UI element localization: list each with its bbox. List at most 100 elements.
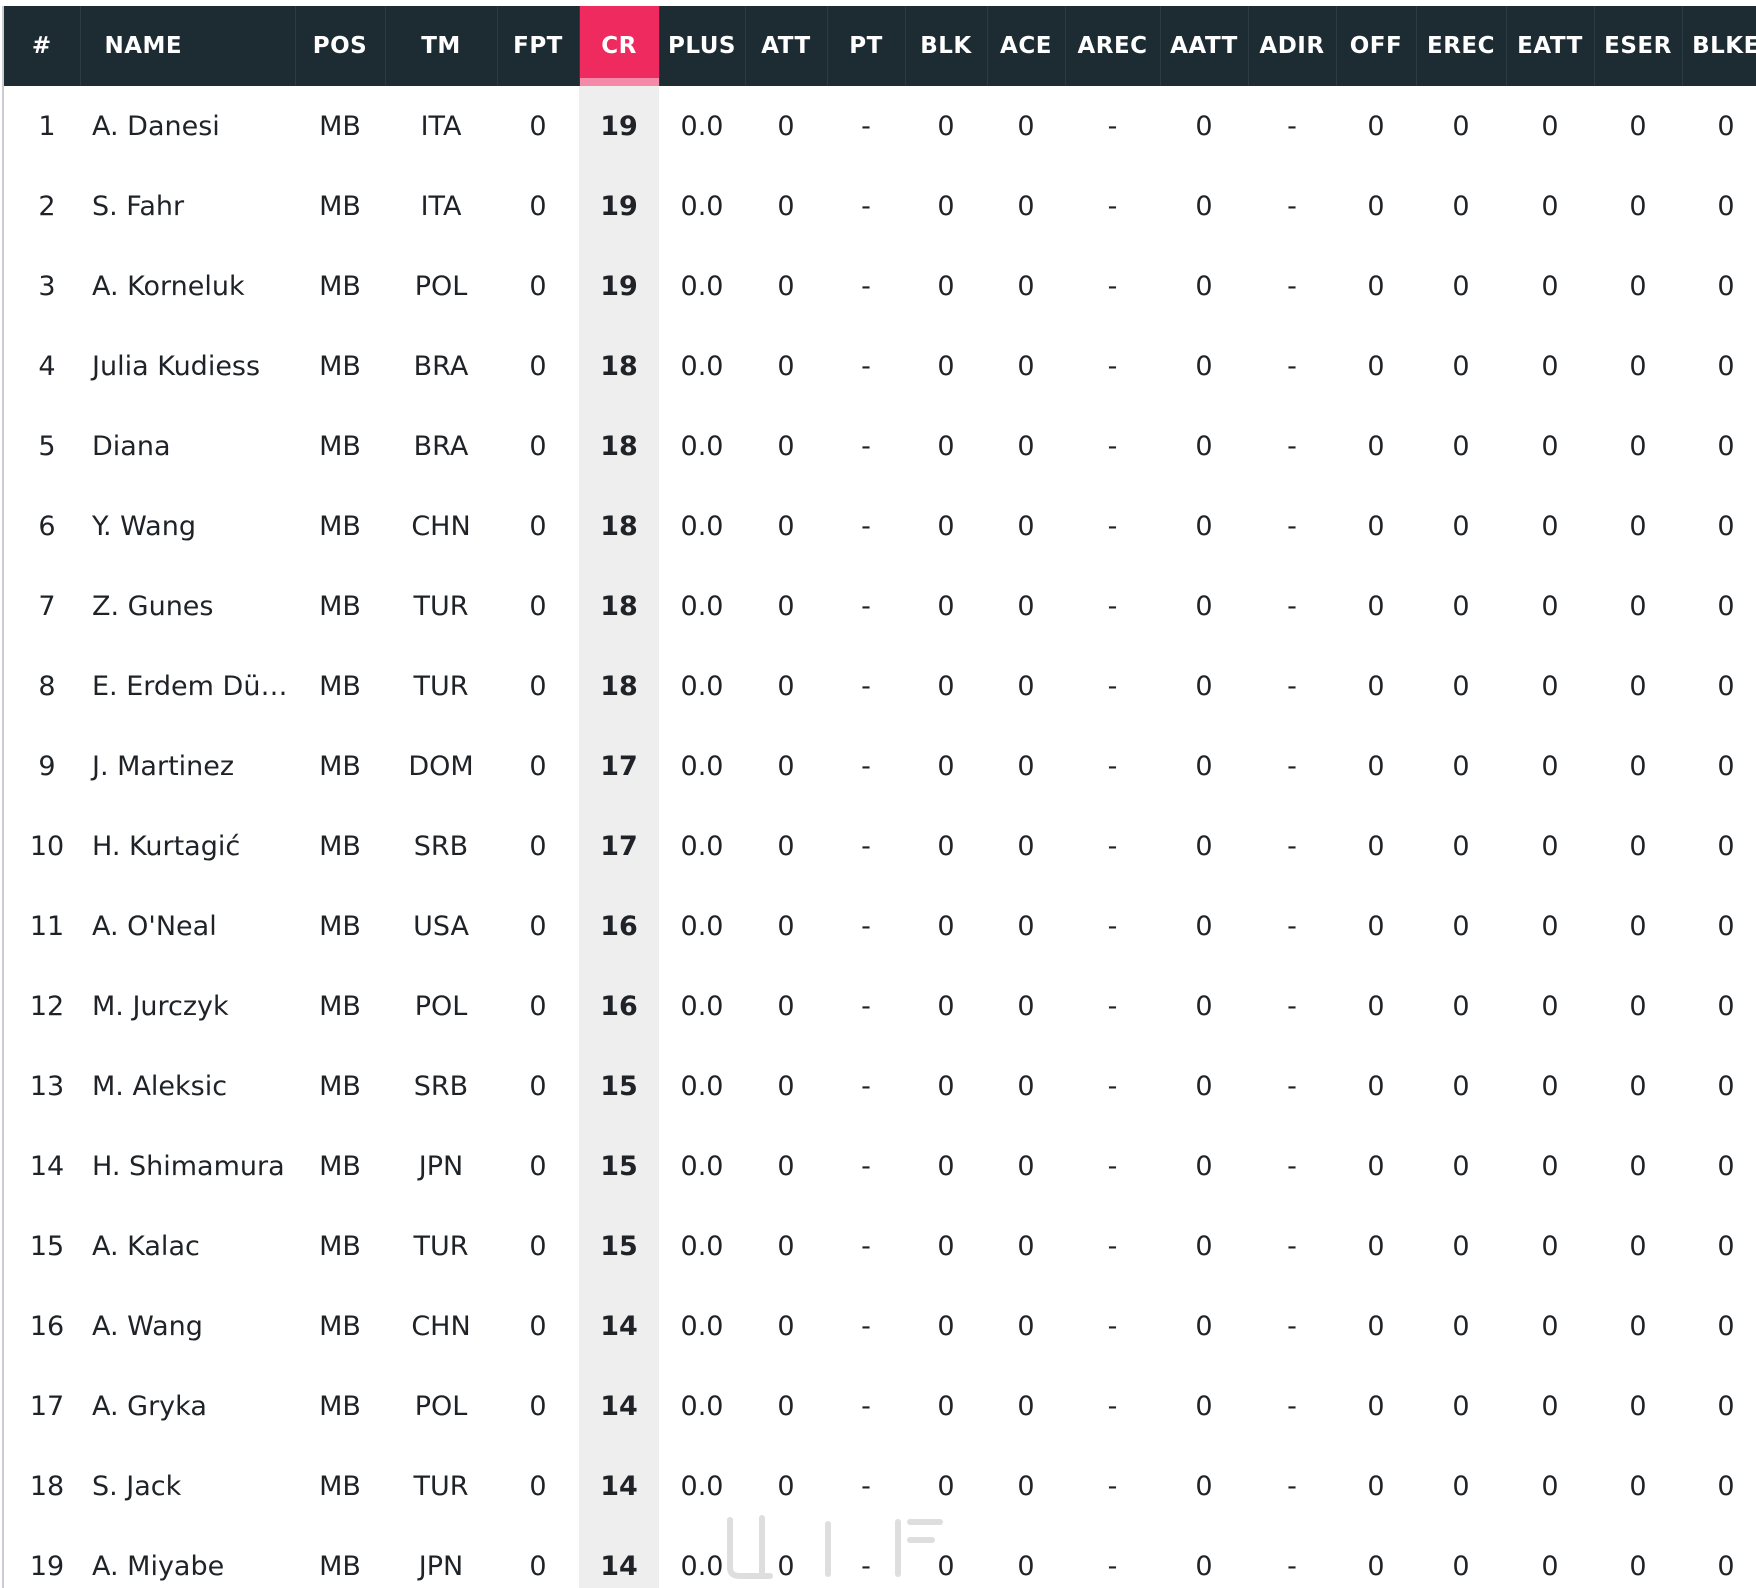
- cell-name[interactable]: A. Gryka: [92, 1390, 207, 1422]
- cell-name[interactable]: A. Danesi: [92, 110, 220, 142]
- table-row[interactable]: 13 M. Aleksic MB SRB 0 15 0.0 0 - 0 0 - 0 - 0 0 0 0 0: [4, 1046, 1756, 1126]
- table-row[interactable]: 18 S. Jack MB TUR 0 14 0.0 0 - 0 0 - 0 - 0 0 0 0 0: [4, 1446, 1756, 1526]
- cell-name[interactable]: M. Aleksic: [92, 1070, 228, 1102]
- cell-off: 0: [1367, 270, 1385, 302]
- cell-name[interactable]: A. Wang: [92, 1310, 203, 1342]
- column-header-blk[interactable]: BLK: [905, 6, 988, 86]
- cell-fpt: 0: [529, 1470, 547, 1502]
- table-row[interactable]: 12 M. Jurczyk MB POL 0 16 0.0 0 - 0 0 - 0 - 0 0 0 0 0: [4, 966, 1756, 1046]
- cell-adir: -: [1287, 1470, 1297, 1502]
- cell-tm: JPN: [418, 1150, 464, 1182]
- table-row[interactable]: 9 J. Martinez MB DOM 0 17 0.0 0 - 0 0 - 0 - 0 0 0 0 0: [4, 726, 1756, 806]
- cell-blk: 0: [937, 830, 955, 862]
- cell-off: 0: [1367, 1150, 1385, 1182]
- column-header-erec[interactable]: EREC: [1416, 6, 1507, 86]
- cell-name[interactable]: Julia Kudiess: [92, 350, 261, 382]
- cell-name[interactable]: A. O'Neal: [92, 910, 217, 942]
- cell-aatt: 0: [1195, 670, 1213, 702]
- cell-pt: -: [861, 270, 871, 302]
- table-row[interactable]: 2 S. Fahr MB ITA 0 19 0.0 0 - 0 0 - 0 - 0 0 0 0 0: [4, 166, 1756, 246]
- cell-off: 0: [1367, 510, 1385, 542]
- column-header-blke[interactable]: BLKE: [1682, 6, 1756, 86]
- cell-name[interactable]: Z. Gunes: [92, 590, 214, 622]
- column-header-pos[interactable]: POS: [295, 6, 386, 86]
- column-header-ace[interactable]: ACE: [987, 6, 1066, 86]
- cell-erec: 0: [1452, 270, 1470, 302]
- column-header-pt[interactable]: PT: [827, 6, 906, 86]
- cell-cr: 19: [579, 86, 659, 166]
- column-header-rank[interactable]: #: [4, 6, 81, 86]
- cell-att: 0: [777, 1310, 795, 1342]
- cell-att: 0: [777, 1230, 795, 1262]
- column-header-arec[interactable]: AREC: [1065, 6, 1161, 86]
- column-header-eser[interactable]: ESER: [1594, 6, 1683, 86]
- cell-name[interactable]: A. Kalac: [92, 1230, 200, 1262]
- cell-cr: 18: [579, 486, 659, 566]
- cell-erec: 0: [1452, 430, 1470, 462]
- cell-name[interactable]: S. Fahr: [92, 190, 185, 222]
- column-header-fpt[interactable]: FPT: [497, 6, 580, 86]
- table-row[interactable]: 1 A. Danesi MB ITA 0 19 0.0 0 - 0 0 - 0 - 0 0 0 0 0: [4, 86, 1756, 166]
- table-row[interactable]: 14 H. Shimamura MB JPN 0 15 0.0 0 - 0 0 - 0 - 0 0 0 0 0: [4, 1126, 1756, 1206]
- cell-blke: 0: [1717, 1070, 1735, 1102]
- cell-rank: 2: [38, 190, 56, 222]
- table-row[interactable]: 15 A. Kalac MB TUR 0 15 0.0 0 - 0 0 - 0 - 0 0 0 0 0: [4, 1206, 1756, 1286]
- table-row[interactable]: 7 Z. Gunes MB TUR 0 18 0.0 0 - 0 0 - 0 - 0 0 0 0 0: [4, 566, 1756, 646]
- cell-name[interactable]: H. Kurtagić: [92, 830, 241, 862]
- cell-eser: 0: [1629, 1470, 1647, 1502]
- cell-blke: 0: [1717, 350, 1735, 382]
- cell-eser: 0: [1629, 430, 1647, 462]
- column-header-adir[interactable]: ADIR: [1248, 6, 1337, 86]
- cell-tm: ITA: [420, 190, 462, 222]
- table-row[interactable]: 11 A. O'Neal MB USA 0 16 0.0 0 - 0 0 - 0 - 0 0 0 0 0: [4, 886, 1756, 966]
- cell-plus: 0.0: [680, 430, 724, 462]
- table-row[interactable]: 4 Julia Kudiess MB BRA 0 18 0.0 0 - 0 0 - 0 - 0 0 0 0 0: [4, 326, 1756, 406]
- cell-blke: 0: [1717, 1550, 1735, 1582]
- cell-erec: 0: [1452, 1470, 1470, 1502]
- cell-blk: 0: [937, 1390, 955, 1422]
- column-header-eatt[interactable]: EATT: [1506, 6, 1595, 86]
- column-header-att[interactable]: ATT: [745, 6, 828, 86]
- cell-ace: 0: [1017, 1470, 1035, 1502]
- cell-name[interactable]: Y. Wang: [92, 510, 196, 542]
- cell-cr: 15: [579, 1046, 659, 1126]
- column-header-tm[interactable]: TM: [385, 6, 498, 86]
- cell-pt: -: [861, 1150, 871, 1182]
- table-row[interactable]: 3 A. Korneluk MB POL 0 19 0.0 0 - 0 0 - 0 - 0 0 0 0 0: [4, 246, 1756, 326]
- cell-name[interactable]: A. Miyabe: [92, 1550, 225, 1582]
- table-row[interactable]: 16 A. Wang MB CHN 0 14 0.0 0 - 0 0 - 0 - 0 0 0 0 0: [4, 1286, 1756, 1366]
- table-row[interactable]: 5 Diana MB BRA 0 18 0.0 0 - 0 0 - 0 - 0 0 0 0 0: [4, 406, 1756, 486]
- cell-blke: 0: [1717, 430, 1735, 462]
- table-row[interactable]: 17 A. Gryka MB POL 0 14 0.0 0 - 0 0 - 0 - 0 0 0 0 0: [4, 1366, 1756, 1446]
- table-row[interactable]: 8 E. Erdem Dün... MB TUR 0 18 0.0 0 - 0 0 - 0 - 0 0 0 0 0: [4, 646, 1756, 726]
- cell-erec: 0: [1452, 830, 1470, 862]
- column-header-cr[interactable]: CR: [579, 6, 660, 86]
- cell-rank: 15: [29, 1230, 65, 1262]
- cell-name[interactable]: H. Shimamura: [92, 1150, 285, 1182]
- cell-name[interactable]: S. Jack: [92, 1470, 182, 1502]
- column-header-name[interactable]: NAME: [80, 6, 296, 86]
- cell-ace: 0: [1017, 1150, 1035, 1182]
- cell-name[interactable]: E. Erdem Dün...: [92, 670, 295, 702]
- cell-pt: -: [861, 590, 871, 622]
- cell-aatt: 0: [1195, 910, 1213, 942]
- cell-att: 0: [777, 190, 795, 222]
- table-row[interactable]: 19 A. Miyabe MB JPN 0 14 0.0 0 - 0 0 - 0 - 0 0 0 0 0: [4, 1526, 1756, 1588]
- cell-name[interactable]: M. Jurczyk: [92, 990, 229, 1022]
- cell-cr: 18: [579, 566, 659, 646]
- cell-tm: JPN: [418, 1550, 464, 1582]
- table-row[interactable]: 10 H. Kurtagić MB SRB 0 17 0.0 0 - 0 0 - 0 - 0 0 0 0 0: [4, 806, 1756, 886]
- cell-blke: 0: [1717, 270, 1735, 302]
- cell-cr: 14: [579, 1366, 659, 1446]
- table-row[interactable]: 6 Y. Wang MB CHN 0 18 0.0 0 - 0 0 - 0 - 0 0 0 0 0: [4, 486, 1756, 566]
- column-header-off[interactable]: OFF: [1336, 6, 1417, 86]
- cell-aatt: 0: [1195, 430, 1213, 462]
- column-header-plus[interactable]: PLUS: [659, 6, 746, 86]
- cell-name[interactable]: Diana: [92, 430, 171, 462]
- cell-pos: MB: [319, 1310, 361, 1342]
- cell-name[interactable]: J. Martinez: [92, 750, 235, 782]
- cell-tm: TUR: [413, 670, 469, 702]
- column-header-aatt[interactable]: AATT: [1160, 6, 1249, 86]
- cell-aatt: 0: [1195, 270, 1213, 302]
- cell-name[interactable]: A. Korneluk: [92, 270, 245, 302]
